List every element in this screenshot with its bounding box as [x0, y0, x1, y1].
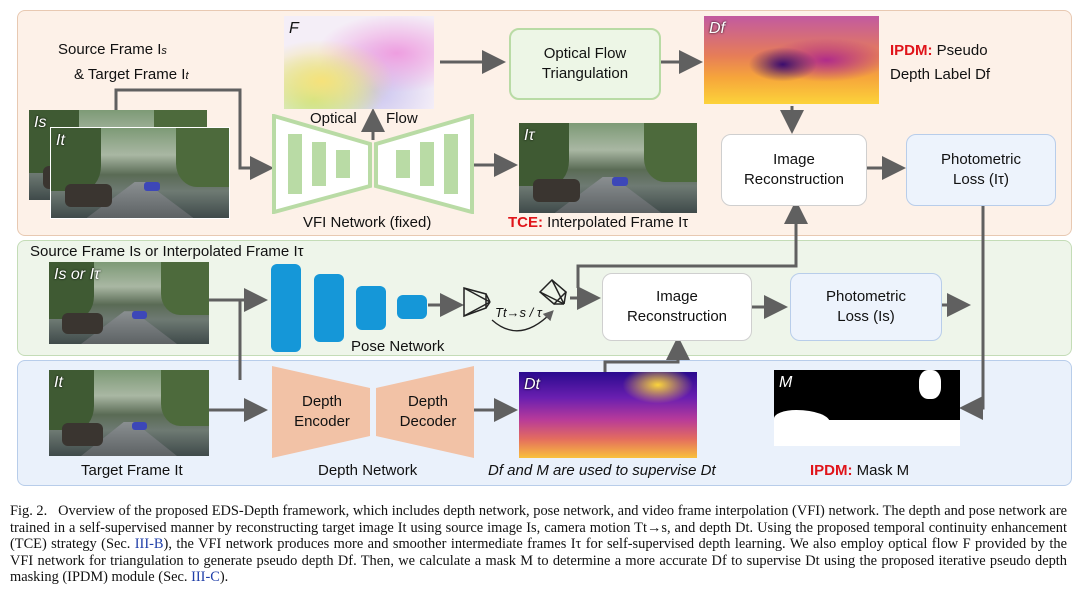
target-frame-image: It — [50, 127, 230, 219]
vfi-network-label: VFI Network (fixed) — [303, 214, 432, 231]
ipdm-pseudo-label: IPDM: Pseudo — [890, 42, 988, 59]
middle-frame-image: Is or Iτ — [49, 262, 209, 344]
camera-frustum-icon — [463, 278, 568, 318]
arrows-layer — [114, 50, 985, 422]
depth-decoder-label: Depth Decoder — [399, 393, 457, 430]
depth-label-df: Depth Label Df — [890, 66, 991, 83]
caption-ref-2[interactable]: III-C — [191, 569, 220, 585]
middle-photometric-loss-box: Photometric Loss (Is) — [790, 273, 942, 341]
target-frame-label: & Target Frame It — [74, 66, 189, 83]
flow-label: Flow — [386, 110, 418, 127]
interpolated-frame-image: Iτ — [519, 123, 697, 213]
pose-block-2 — [314, 274, 344, 342]
mask-image: M — [774, 370, 960, 446]
supervise-label: Df and M are used to supervise Dt — [488, 462, 716, 479]
source-target-label: Source Frame Is — [58, 41, 167, 58]
caption-ref-1[interactable]: III-B — [134, 536, 164, 552]
depth-encoder-label: Depth Encoder — [294, 393, 350, 430]
optical-flow-image: F — [284, 16, 434, 109]
vfi-network-shape — [272, 114, 474, 214]
depth-network-shape — [272, 366, 474, 458]
figure-caption: Fig. 2. Overview of the proposed EDS-Dep… — [10, 503, 1068, 585]
top-photometric-loss-box: Photometric Loss (Iτ) — [906, 134, 1056, 206]
pose-network-label: Pose Network — [351, 338, 445, 355]
optical-flow-triangulation-box: Optical Flow Triangulation — [509, 28, 661, 100]
pose-block-1 — [271, 264, 301, 352]
pose-block-4 — [397, 295, 427, 319]
mask-label: IPDM: Mask M — [810, 462, 910, 479]
tce-label: TCE: Interpolated Frame Iτ — [508, 214, 689, 231]
middle-image-reconstruction-box: Image Reconstruction — [602, 273, 752, 341]
bottom-target-label: Target Frame It — [81, 462, 183, 479]
depth-prediction-image: Dt — [519, 372, 697, 458]
optical-label: Optical — [310, 110, 357, 127]
depth-network-label: Depth Network — [318, 462, 418, 479]
bottom-target-image: It — [49, 370, 209, 456]
middle-title: Source Frame Is or Interpolated Frame Iτ — [30, 243, 304, 260]
pseudo-depth-image: Df — [704, 16, 879, 104]
top-image-reconstruction-box: Image Reconstruction — [721, 134, 867, 206]
pose-block-3 — [356, 286, 386, 330]
transform-label: Tt→s / τ — [495, 305, 542, 320]
